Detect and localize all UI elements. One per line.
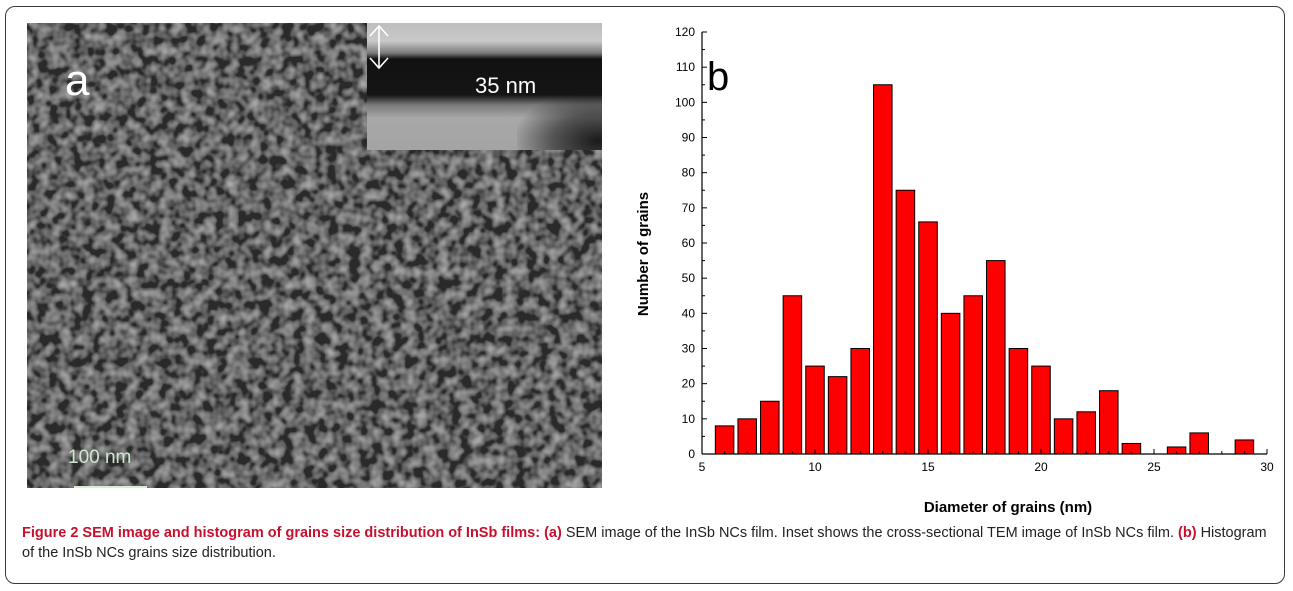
y-tick-label: 70 [682,201,696,215]
inset-shadow [517,93,602,150]
bar-19 [1008,348,1029,455]
x-tick-label: 30 [1260,460,1274,474]
caption-b-text: Histogram of the InSb NCs grains size di… [22,525,1267,561]
y-tick-label: 40 [682,306,696,320]
axes-group: 0 10 20 30 40 50 60 70 80 90 100 110 120 5 10 15 20 25 30 [675,25,1274,474]
bar-20 [1031,365,1051,455]
y-tick-label: 100 [675,95,695,109]
bar-27 [1189,432,1209,455]
bar-7 [737,418,757,455]
bar-12 [850,348,870,455]
panel-b-label: b [707,55,729,99]
bar-21 [1053,418,1074,455]
bars-group [714,84,1255,455]
caption-a-text: SEM image of the InSb NCs film. Inset sh… [565,525,1174,541]
x-axis-label: Diameter of grains (nm) [924,499,1092,516]
bar-13 [873,84,893,455]
x-tick-label: 5 [699,460,706,474]
y-tick-label: 60 [682,236,696,250]
bar-14 [895,189,916,455]
y-tick-label: 0 [688,447,695,461]
bar-8 [760,400,780,455]
x-tick-label: 25 [1147,460,1161,474]
scale-bar [74,486,147,488]
tem-inset-image: 35 nm [367,23,602,150]
y-axis-label: Number of grains [635,192,652,316]
bar-10 [805,365,825,455]
x-tick-label: 10 [808,460,822,474]
panel-a-label: a [65,56,90,105]
y-tick-label: 10 [682,412,696,426]
bar-15 [918,221,938,455]
bar-22 [1076,411,1096,455]
sem-image-panel: a 35 nm 100 nm [27,23,602,488]
double-arrow-icon [369,24,389,70]
x-tick-label: 15 [921,460,935,474]
bar-9 [782,295,803,455]
inset-thickness-label: 35 nm [475,73,537,98]
x-tick-label: 20 [1034,460,1048,474]
caption-title: Figure 2 SEM image and histogram of grai… [22,525,541,541]
bar-11 [827,376,848,455]
bar-23 [1099,390,1119,455]
y-tick-label: 90 [682,131,696,145]
caption-b-tag: (b) [1178,525,1197,541]
y-tick-label: 20 [682,377,696,391]
y-tick-label: 110 [676,60,695,74]
y-tick-label: 30 [682,342,696,356]
figure-caption: Figure 2 SEM image and histogram of grai… [22,523,1272,563]
bar-17 [963,295,983,455]
caption-a-tag: (a) [544,525,562,541]
bar-18 [986,260,1006,455]
y-tick-label: 50 [682,271,696,285]
bar-16 [940,312,961,455]
y-tick-label: 120 [675,25,695,39]
scale-bar-label: 100 nm [68,447,132,468]
y-tick-label: 80 [682,166,696,180]
bar-6 [714,425,735,455]
